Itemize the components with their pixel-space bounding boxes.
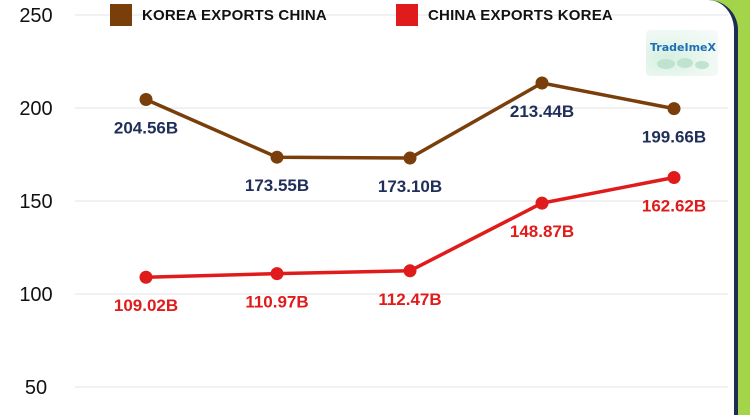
legend-item-china-exports-korea: CHINA EXPORTS KOREA: [396, 4, 613, 26]
data-label: 162.62B: [642, 197, 706, 216]
data-label: 213.44B: [510, 102, 574, 121]
y-tick-label: 50: [25, 377, 47, 399]
legend-label-korea-exports-china: KOREA EXPORTS CHINA: [142, 6, 327, 24]
data-label: 148.87B: [510, 222, 574, 241]
y-tick-label: 250: [19, 5, 52, 27]
data-label: 112.47B: [378, 290, 441, 309]
data-point: [403, 264, 417, 278]
y-tick-label: 100: [19, 284, 52, 306]
data-point: [270, 150, 284, 164]
data-point: [139, 93, 153, 107]
series-line-0: [144, 81, 676, 160]
tradeimex-logo: TradeImeX: [646, 30, 718, 76]
legend-swatch-korea-exports-china: [110, 4, 132, 26]
logo-text: TradeImeX: [650, 41, 716, 54]
y-tick-label: 150: [19, 191, 52, 213]
data-label: 173.10B: [378, 177, 442, 196]
legend-swatch-china-exports-korea: [396, 4, 418, 26]
legend-label-china-exports-korea: CHINA EXPORTS KOREA: [428, 6, 613, 24]
data-point: [667, 171, 681, 185]
data-label: 173.55B: [245, 176, 309, 195]
data-label: 199.66B: [642, 128, 706, 147]
data-point: [270, 267, 284, 281]
legend-item-korea-exports-china: KOREA EXPORTS CHINA: [110, 4, 327, 26]
data-point: [403, 151, 417, 165]
y-tick-label: 200: [19, 98, 52, 120]
data-label: 204.56B: [114, 119, 178, 138]
data-label: 110.97B: [245, 293, 308, 312]
world-map-icon: [657, 58, 709, 69]
data-label: 109.02B: [114, 296, 178, 315]
data-point: [139, 270, 153, 284]
data-point: [535, 76, 549, 90]
data-point: [535, 196, 549, 210]
data-point: [667, 102, 681, 116]
